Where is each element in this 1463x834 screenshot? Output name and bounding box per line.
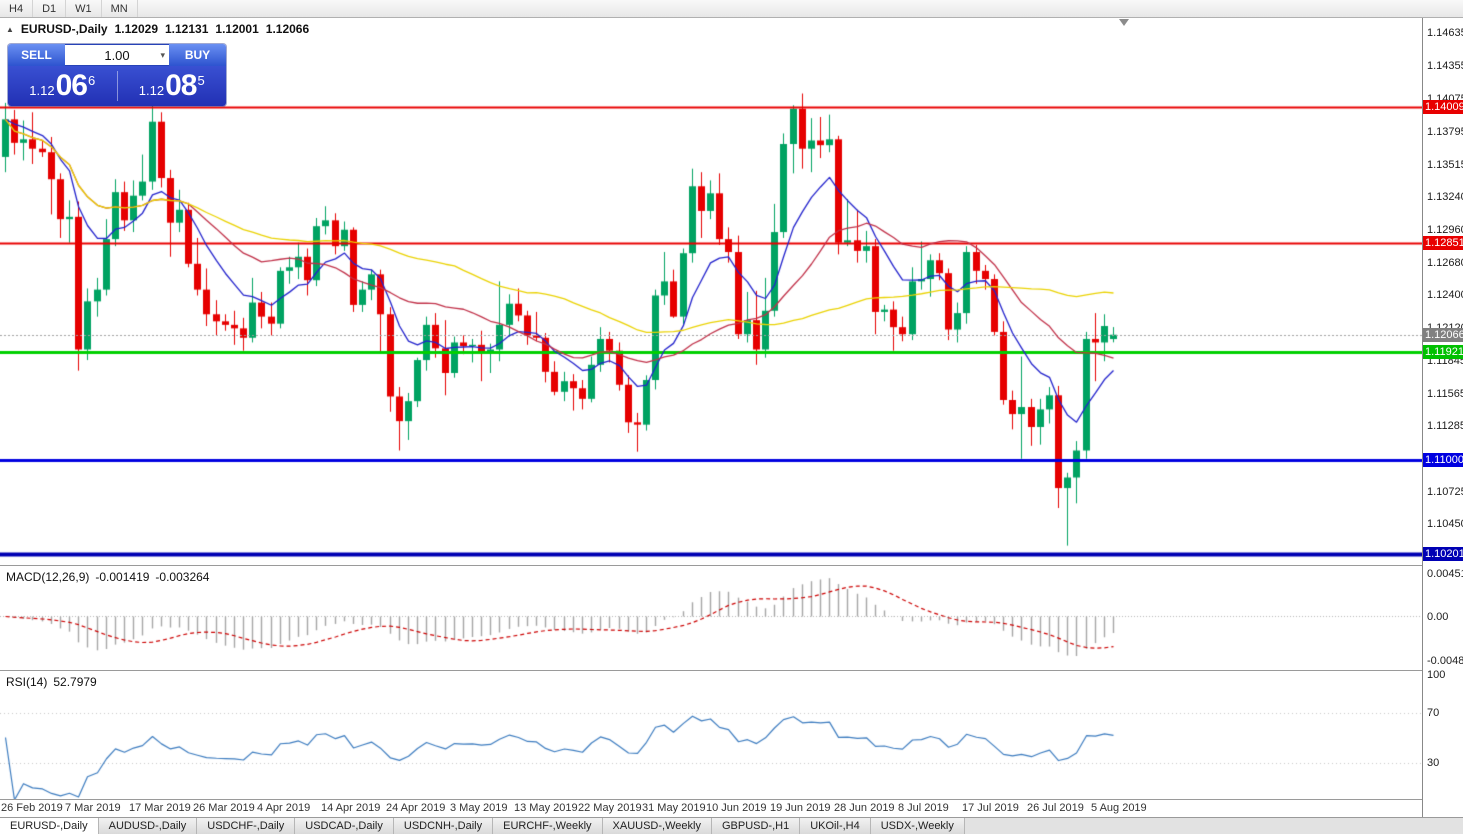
price-divider [116, 71, 118, 101]
ohlc-low: 1.12001 [215, 22, 259, 36]
timeframe-mn-button[interactable]: MN [102, 0, 138, 17]
chart-shift-marker-icon[interactable] [1119, 19, 1129, 26]
buy-price-pips: 08 [165, 69, 197, 102]
date-axis-label: 26 Mar 2019 [193, 802, 255, 814]
date-axis-label: 13 May 2019 [514, 802, 578, 814]
support-line-blue-1-badge: 1.11000 [1423, 453, 1463, 467]
buy-button[interactable]: BUY [169, 44, 226, 66]
price-axis-tick: 1.13515 [1427, 159, 1463, 171]
price-axis-tick: 1.11565 [1427, 388, 1463, 400]
price-axis-tick: 1.10450 [1427, 518, 1463, 530]
sell-button[interactable]: SELL [8, 44, 65, 66]
macd-axis-label: 0.00 [1427, 611, 1449, 623]
timeframe-d1-button[interactable]: D1 [33, 0, 67, 17]
volume-input[interactable]: 1.00 ▾ [65, 44, 169, 66]
ohlc-close: 1.12066 [265, 22, 310, 36]
resistance-line-1-badge: 1.14009 [1423, 100, 1463, 114]
macd-title: MACD(12,26,9) [6, 570, 90, 584]
date-axis-label: 4 Apr 2019 [257, 802, 311, 814]
rsi-value: 52.7979 [53, 675, 97, 689]
macd-axis-label: 0.004517 [1427, 568, 1463, 580]
price-axis-tick: 1.12960 [1427, 224, 1463, 236]
volume-dropdown-icon[interactable]: ▾ [160, 50, 165, 60]
main-macd-divider[interactable] [0, 565, 1463, 566]
date-axis-label: 7 Mar 2019 [65, 802, 121, 814]
price-axis[interactable]: 1.14635 1.14355 1.14075 1.13795 1.13515 1.132… [1422, 18, 1463, 817]
chart-tab-usdchf-daily[interactable]: USDCHF-,Daily [197, 818, 296, 834]
chart-tabs-bar: EURUSD-,Daily AUDUSD-,Daily USDCHF-,Daily U… [0, 817, 1463, 834]
date-axis-label: 26 Jul 2019 [1027, 802, 1084, 814]
rsi-axis-label: 100 [1427, 669, 1446, 681]
date-axis-label: 14 Apr 2019 [321, 802, 381, 814]
price-axis-tick: 1.10725 [1427, 486, 1463, 498]
rsi-axis-label: 30 [1427, 757, 1440, 769]
macd-indicator-label: MACD(12,26,9) -0.001419 -0.003264 [6, 570, 215, 584]
chart-tab-usdcnh-daily[interactable]: USDCNH-,Daily [393, 818, 494, 834]
date-axis-label: 10 Jun 2019 [706, 802, 767, 814]
buy-price[interactable]: 1.12 08 5 [118, 69, 227, 103]
macd-axis-label: -0.004806 [1427, 655, 1463, 667]
date-axis-label: 17 Jul 2019 [962, 802, 1019, 814]
timeframe-h4-button[interactable]: H4 [0, 0, 34, 17]
chart-symbol-label: EURUSD-,Daily [20, 22, 108, 36]
price-axis-tick: 1.13795 [1427, 126, 1463, 138]
sell-price-prefix: 1.12 [29, 83, 55, 98]
sell-price-point: 6 [87, 73, 96, 88]
ohlc-high: 1.12131 [165, 22, 209, 36]
date-axis-label: 8 Jul 2019 [898, 802, 949, 814]
date-axis-label: 5 Aug 2019 [1091, 802, 1147, 814]
chart-tab-usdcad-daily[interactable]: USDCAD-,Daily [295, 818, 394, 834]
date-axis-label: 28 Jun 2019 [834, 802, 895, 814]
trade-panel-collapse-icon[interactable]: ▲ [6, 24, 14, 34]
chart-ohlc-header: ▲ EURUSD-,Daily 1.12029 1.12131 1.12001 … [6, 22, 309, 36]
chart-tab-usdx-weekly[interactable]: USDX-,Weekly [870, 818, 965, 834]
chart-tab-gbpusd-h1[interactable]: GBPUSD-,H1 [711, 818, 801, 834]
macd-main-value: -0.001419 [95, 570, 150, 584]
date-axis-label: 22 May 2019 [578, 802, 642, 814]
ohlc-open: 1.12029 [114, 22, 158, 36]
date-axis-label: 24 Apr 2019 [386, 802, 446, 814]
price-axis-tick: 1.11285 [1427, 420, 1463, 432]
chart-tab-eurusd-daily[interactable]: EURUSD-,Daily [0, 818, 99, 834]
rsi-axis-label: 70 [1427, 707, 1440, 719]
date-axis-label: 26 Feb 2019 [1, 802, 63, 814]
date-axis-label: 19 Jun 2019 [770, 802, 831, 814]
timeframe-w1-button[interactable]: W1 [66, 0, 102, 17]
date-axis[interactable]: 26 Feb 2019 7 Mar 2019 17 Mar 2019 26 Mar 2… [0, 800, 1422, 817]
sell-price[interactable]: 1.12 06 6 [8, 69, 117, 103]
rsi-dateaxis-divider [0, 799, 1463, 800]
price-axis-tick: 1.12680 [1427, 257, 1463, 269]
support-line-blue-2-badge: 1.10201 [1423, 547, 1463, 561]
date-axis-label: 17 Mar 2019 [129, 802, 191, 814]
date-axis-label: 31 May 2019 [642, 802, 706, 814]
price-axis-tick: 1.12400 [1427, 289, 1463, 301]
buy-price-prefix: 1.12 [138, 83, 165, 98]
chart-tab-audusd-daily[interactable]: AUDUSD-,Daily [98, 818, 198, 834]
chart-tab-xauusd-weekly[interactable]: XAUUSD-,Weekly [602, 818, 712, 834]
buy-price-point: 5 [197, 73, 205, 88]
rsi-title: RSI(14) [6, 675, 48, 689]
price-axis-tick: 1.13240 [1427, 191, 1463, 203]
rsi-indicator-label: RSI(14) 52.7979 [6, 675, 103, 689]
price-axis-tick: 1.14355 [1427, 60, 1463, 72]
sell-price-pips: 06 [55, 69, 88, 102]
chart-tab-ukoil-h4[interactable]: UKOil-,H4 [800, 818, 871, 834]
macd-rsi-divider[interactable] [0, 670, 1463, 671]
timeframe-toolbar: H4 D1 W1 MN [0, 0, 1463, 18]
price-axis-tick: 1.14635 [1427, 27, 1463, 39]
chart-tab-eurchf-weekly[interactable]: EURCHF-,Weekly [493, 818, 603, 834]
macd-signal-value: -0.003264 [155, 570, 210, 584]
volume-value[interactable]: 1.00 [104, 47, 130, 63]
one-click-trading-panel: SELL 1.00 ▾ BUY 1.12 06 6 1.12 08 5 [8, 44, 226, 106]
date-axis-label: 3 May 2019 [450, 802, 508, 814]
support-line-green-badge: 1.11921 [1423, 345, 1463, 359]
current-price-badge: 1.12066 [1423, 328, 1463, 342]
resistance-line-2-badge: 1.12851 [1423, 236, 1463, 250]
